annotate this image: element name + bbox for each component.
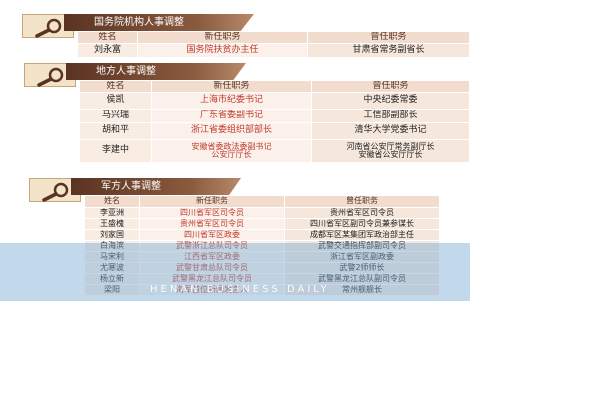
- table-cell: 杨立新: [85, 274, 140, 285]
- table-cell: 马宋利: [85, 252, 140, 263]
- watermark: HENAN BUSINESS DAILY: [150, 284, 330, 295]
- table-cell: 刘永富: [78, 44, 138, 58]
- table-cell: 李建中: [80, 140, 152, 163]
- cell-line: 公安厅厅长: [211, 150, 252, 159]
- column-header: 姓名: [85, 196, 140, 208]
- column-header: 新任职务: [152, 81, 312, 93]
- table-cell: 成都军区某集团军政治部主任: [285, 230, 440, 241]
- table-cell: 浙江省军区副政委: [285, 252, 440, 263]
- table-cell: 尤寒波: [85, 263, 140, 274]
- table-cell: 武警甘肃总队司令员: [140, 263, 285, 274]
- table-cell: 梁阳: [85, 285, 140, 296]
- section-title: 地方人事调整: [66, 63, 246, 80]
- table-cell: 王盛槐: [85, 219, 140, 230]
- table-cell: 四川省军区司令员: [140, 208, 285, 219]
- table-cell: 河南省公安厅常务副厅长 安徽省公安厅厅长: [312, 140, 470, 163]
- column-header: 新任职务: [138, 32, 308, 44]
- table-cell: 江西省军区政委: [140, 252, 285, 263]
- table-cell: 马兴瑞: [80, 110, 152, 123]
- table-cell: 上海市纪委书记: [152, 93, 312, 110]
- table-cell: 侯凯: [80, 93, 152, 110]
- table-cell: 清华大学党委书记: [312, 123, 470, 140]
- table-cell: 工信部副部长: [312, 110, 470, 123]
- column-header: 曾任职务: [285, 196, 440, 208]
- table-cell: 贵州省军区司令员: [140, 219, 285, 230]
- table-cell: 贵州省军区司令员: [285, 208, 440, 219]
- table-cell: 国务院扶贫办主任: [138, 44, 308, 58]
- table-cell: 胡和平: [80, 123, 152, 140]
- table-cell: 武警交通指挥部副司令员: [285, 241, 440, 252]
- cell-line: 安徽省公安厅厅长: [358, 150, 423, 159]
- column-header: 曾任职务: [308, 32, 470, 44]
- table-cell: 甘肃省常务副省长: [308, 44, 470, 58]
- table-cell: 四川省军区政委: [140, 230, 285, 241]
- table-cell: 刘家国: [85, 230, 140, 241]
- table-cell: 常州舰舰长: [285, 285, 440, 296]
- cell-line: 安徽省委政法委副书记: [191, 141, 272, 151]
- section-title: 国务院机构人事调整: [64, 14, 254, 31]
- section-title: 军方人事调整: [71, 178, 241, 195]
- magnifier-icon: [35, 18, 62, 38]
- column-header: 姓名: [78, 32, 138, 44]
- table-cell: 海军首位新闻发言人: [140, 285, 285, 296]
- table-cell: 四川省军区副司令员兼参谋长: [285, 219, 440, 230]
- table-cell: 武警黑龙江总队司令员: [140, 274, 285, 285]
- table-cell: 武警浙江总队司令员: [140, 241, 285, 252]
- table-cell: 白海滨: [85, 241, 140, 252]
- table-cell: 武警黑龙江总队副司令员: [285, 274, 440, 285]
- magnifier-icon: [37, 67, 64, 87]
- magnifier-icon: [42, 182, 69, 202]
- table-cell: 武警2师师长: [285, 263, 440, 274]
- column-header: 新任职务: [140, 196, 285, 208]
- table-cell: 广东省委副书记: [152, 110, 312, 123]
- column-header: 曾任职务: [312, 81, 470, 93]
- watermark-band: [0, 243, 470, 301]
- table-cell: 浙江省委组织部部长: [152, 123, 312, 140]
- cell-line: 河南省公安厅常务副厅长: [346, 141, 435, 151]
- table-cell: 中央纪委常委: [312, 93, 470, 110]
- table-cell: 李亚洲: [85, 208, 140, 219]
- column-header: 姓名: [80, 81, 152, 93]
- table-cell: 安徽省委政法委副书记 公安厅厅长: [152, 140, 312, 163]
